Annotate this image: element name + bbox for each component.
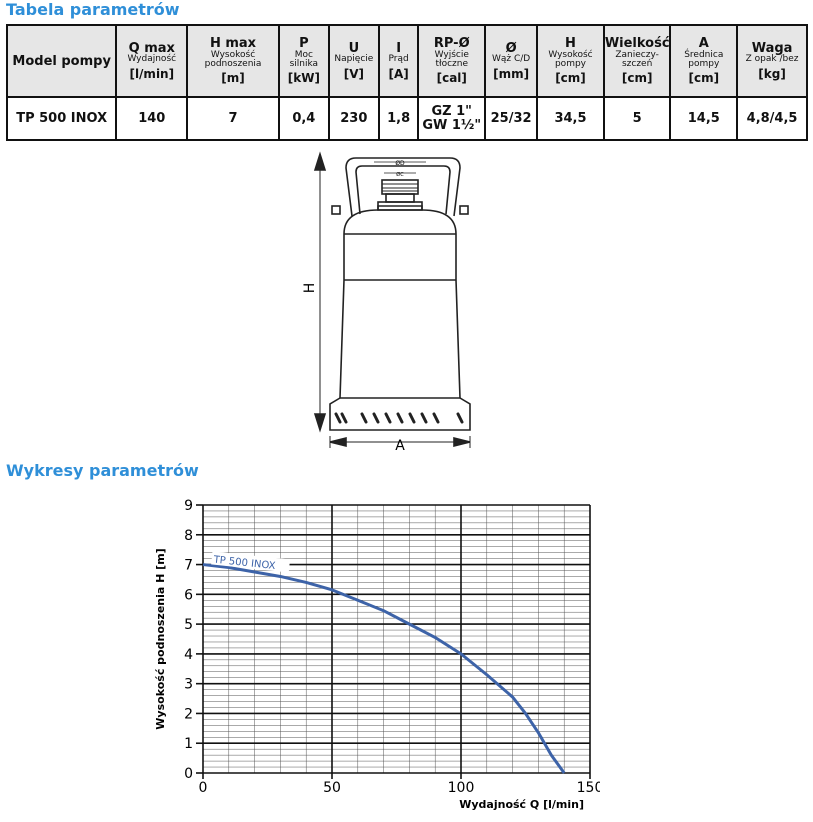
y-tick-label: 5 xyxy=(184,617,193,633)
cell-solids: 5 xyxy=(602,96,672,141)
outlet-top xyxy=(381,179,419,195)
pump-curve-chart: 0 1 2 3 4 5 6 7 8 9 0 50 100 150 TP 500 INOX Wysokoś… xyxy=(154,498,600,811)
handle-clip-right xyxy=(459,205,469,215)
y-tick-label: 6 xyxy=(184,587,193,603)
x-tick-label: 100 xyxy=(448,780,475,796)
cell-pump-height: 34,5 xyxy=(536,96,605,141)
y-tick-label: 0 xyxy=(184,766,193,782)
header-cell-current: I Prąd [A] xyxy=(377,24,420,98)
x-tick-label: 50 xyxy=(323,780,341,796)
chart-y-axis-label: Wysokość podnoszenia H [m] xyxy=(154,548,167,729)
header-cell-power: P Moc silnika [kW] xyxy=(277,24,330,98)
cell-h-max: 7 xyxy=(186,96,280,141)
table-header-row: Model pompy Q max Wydajność [l/min] H max W… xyxy=(5,24,808,98)
dimension-h-arrow-top xyxy=(313,151,327,171)
cell-voltage: 230 xyxy=(327,96,380,141)
outlet-neck xyxy=(385,193,415,203)
series-label-background xyxy=(211,551,291,573)
dimension-od-label: ØD xyxy=(395,160,405,167)
dimension-a-arrow-right xyxy=(453,436,471,448)
outlet-line-2: GW 1½" xyxy=(422,117,482,133)
chart-grid-major xyxy=(202,504,591,774)
cell-model: TP 500 INOX xyxy=(5,96,118,141)
y-tick-label: 1 xyxy=(184,736,193,752)
motor-body xyxy=(339,234,461,399)
dimension-h-label: H xyxy=(302,283,318,294)
cell-current: 1,8 xyxy=(377,96,420,141)
header-cell-pump-height: H Wysokość pompy [cm] xyxy=(536,24,605,98)
y-tick-label: 3 xyxy=(184,677,193,693)
chart-x-ticks: 0 50 100 150 xyxy=(199,773,600,796)
parameters-table: Model pompy Q max Wydajność [l/min] H max W… xyxy=(5,24,808,141)
cell-diameter: 14,5 xyxy=(669,96,739,141)
handle-clip-left xyxy=(331,205,341,215)
table-row: TP 500 INOX 140 7 0,4 230 1,8 GZ 1" GW 1½… xyxy=(5,96,808,141)
intake-slots xyxy=(334,412,464,424)
outlet-thread xyxy=(382,183,418,192)
outlet-line-1: GZ 1" xyxy=(431,103,472,119)
dimension-a-arrow-left xyxy=(329,436,347,448)
handle-inner-outline xyxy=(355,165,451,215)
dimension-a-label: A xyxy=(395,438,405,453)
table-section-title: Tabela parametrów xyxy=(6,0,180,19)
header-cell-diameter: A Średnica pompy [cm] xyxy=(669,24,739,98)
cell-weight: 4,8/4,5 xyxy=(736,96,808,141)
x-tick-label: 150 xyxy=(577,780,600,796)
chart-grid-minor xyxy=(202,504,591,774)
outlet-base xyxy=(377,205,423,210)
series-line xyxy=(202,563,566,774)
header-cell-voltage: U Napięcie [V] xyxy=(327,24,380,98)
y-tick-label: 9 xyxy=(184,498,193,514)
y-tick-label: 4 xyxy=(184,647,193,663)
header-cell-outlet: RP-Ø Wyjście tłoczne [cal] xyxy=(417,24,487,98)
header-cell-q-max: Q max Wydajność [l/min] xyxy=(115,24,189,98)
chart-section-title: Wykresy parametrów xyxy=(6,461,199,480)
chart-series: TP 500 INOX xyxy=(202,551,566,774)
pump-drawing: H A ØD ØC xyxy=(302,151,471,453)
dimension-h-arrow-bottom xyxy=(313,413,327,433)
pump-base xyxy=(329,397,471,431)
chart-y-ticks: 0 1 2 3 4 5 6 7 8 9 xyxy=(184,498,203,782)
y-tick-label: 2 xyxy=(184,706,193,722)
handle-outline xyxy=(345,157,461,217)
cell-hose: 25/32 xyxy=(484,96,539,141)
y-tick-label: 7 xyxy=(184,558,193,574)
dimension-oc-label: ØC xyxy=(396,171,404,178)
header-cell-hose: Ø Wąż C/D [mm] xyxy=(484,24,539,98)
cell-power: 0,4 xyxy=(277,96,330,141)
y-tick-label: 8 xyxy=(184,528,193,544)
x-tick-label: 0 xyxy=(199,780,208,796)
cell-q-max: 140 xyxy=(115,96,189,141)
motor-top xyxy=(343,209,457,235)
cell-outlet: GZ 1" GW 1½" xyxy=(417,96,487,141)
header-cell-model: Model pompy xyxy=(5,24,118,98)
header-cell-solids: Wielkość Zanieczy-szczeń [cm] xyxy=(602,24,672,98)
header-cell-weight: Waga Z opak /bez [kg] xyxy=(736,24,808,98)
chart-x-axis-label: Wydajność Q [l/min] xyxy=(459,798,584,811)
header-cell-h-max: H max Wysokość podnoszenia [m] xyxy=(186,24,280,98)
